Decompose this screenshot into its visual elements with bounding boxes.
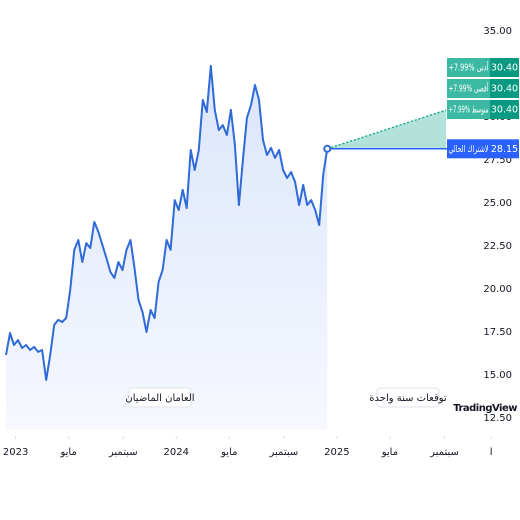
- x-tick-label: سبتمبر: [108, 447, 138, 458]
- y-tick-label: 27.50: [483, 155, 512, 166]
- current-value: 28.15: [491, 144, 518, 155]
- target-value-box: [490, 100, 519, 119]
- y-tick-label: 20.00: [483, 284, 512, 295]
- target-label: +7.99% أدنى: [449, 61, 489, 74]
- x-tick-label: ا: [490, 447, 493, 458]
- target-label-box: [447, 100, 490, 119]
- period-label-box: [376, 387, 440, 408]
- y-tick-label: 17.50: [483, 327, 512, 338]
- x-tick-label: 2025: [324, 447, 349, 458]
- target-value: 30.40: [491, 84, 518, 95]
- x-tick-label: 2023: [3, 447, 28, 458]
- current-point: [323, 144, 332, 153]
- x-tick-label: مايو: [381, 447, 398, 458]
- x-tick-label: سبتمبر: [269, 447, 299, 458]
- y-tick-label: 22.50: [483, 241, 512, 252]
- y-tick-label: 15.00: [483, 370, 512, 381]
- current-label-box: [447, 139, 490, 159]
- target-label-box: [447, 58, 490, 77]
- target-label-box: [447, 79, 490, 98]
- current-label: لاشتراك الحالي: [449, 144, 489, 155]
- period-label-box: [128, 387, 192, 408]
- forecast-line: [327, 109, 447, 150]
- y-tick-label: 12.50: [483, 413, 512, 424]
- x-tick-label: 2024: [164, 447, 189, 458]
- x-tick-label: سبتمبر: [429, 447, 459, 458]
- period-label: توقعات سنة واحدة: [369, 393, 447, 404]
- target-value: 30.40: [491, 63, 518, 74]
- watermark: TradingView: [453, 403, 517, 414]
- target-label: +7.99% متوسط: [449, 105, 489, 116]
- forecast-range: [327, 110, 446, 149]
- current-value-box: [490, 139, 519, 159]
- target-value: 30.40: [491, 105, 518, 116]
- period-label: العامان الماضيان: [125, 393, 194, 404]
- y-tick-label: 25.00: [483, 198, 512, 209]
- x-tick-label: مايو: [59, 447, 76, 458]
- y-tick-label: 35.00: [483, 26, 512, 37]
- price-line: [5, 64, 329, 381]
- target-value-box: [490, 58, 519, 77]
- area: [6, 65, 328, 431]
- target-label: +7.99% أقصى: [449, 82, 489, 95]
- x-tick-label: مايو: [220, 447, 237, 458]
- target-value-box: [490, 79, 519, 98]
